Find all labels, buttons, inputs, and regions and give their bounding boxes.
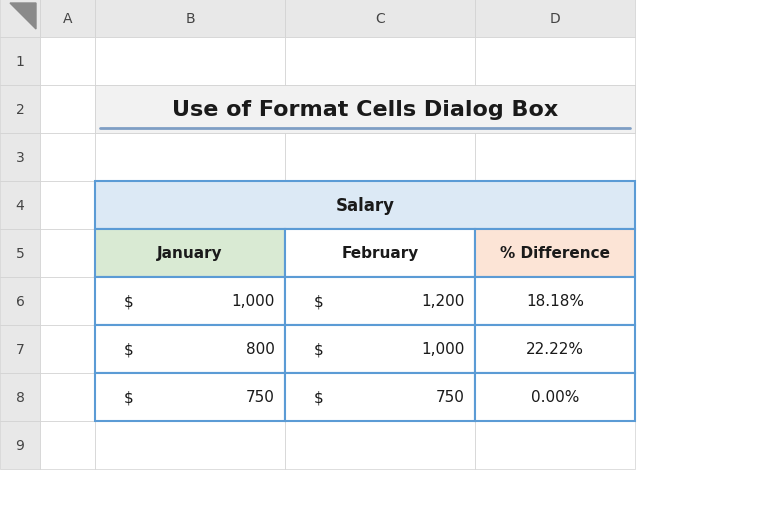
FancyBboxPatch shape [285, 325, 475, 373]
Text: 4: 4 [15, 199, 25, 213]
FancyBboxPatch shape [285, 134, 475, 182]
FancyBboxPatch shape [95, 230, 285, 277]
FancyBboxPatch shape [95, 325, 285, 373]
Text: 22.22%: 22.22% [526, 342, 584, 357]
FancyBboxPatch shape [40, 182, 95, 230]
FancyBboxPatch shape [95, 373, 285, 421]
FancyBboxPatch shape [0, 182, 40, 230]
FancyBboxPatch shape [475, 182, 635, 230]
FancyBboxPatch shape [95, 373, 285, 421]
Text: $: $ [123, 342, 133, 357]
FancyBboxPatch shape [40, 277, 95, 325]
FancyBboxPatch shape [475, 86, 635, 134]
FancyBboxPatch shape [475, 230, 635, 277]
Text: 1: 1 [15, 55, 25, 69]
Text: 1,000: 1,000 [232, 294, 275, 309]
Text: 8: 8 [15, 390, 25, 404]
Text: 9: 9 [15, 438, 25, 452]
FancyBboxPatch shape [475, 38, 635, 86]
Text: January: January [157, 246, 222, 261]
Text: C: C [375, 12, 385, 26]
FancyBboxPatch shape [285, 0, 475, 38]
FancyBboxPatch shape [0, 373, 40, 421]
FancyBboxPatch shape [95, 230, 285, 277]
Text: $: $ [123, 390, 133, 405]
Text: 750: 750 [436, 390, 465, 405]
FancyBboxPatch shape [285, 373, 475, 421]
FancyBboxPatch shape [95, 182, 285, 230]
Text: $: $ [123, 294, 133, 309]
FancyBboxPatch shape [95, 421, 285, 469]
FancyBboxPatch shape [475, 325, 635, 373]
FancyBboxPatch shape [95, 38, 285, 86]
FancyBboxPatch shape [95, 86, 635, 134]
FancyBboxPatch shape [285, 277, 475, 325]
Text: Salary: Salary [335, 196, 394, 215]
FancyBboxPatch shape [285, 325, 475, 373]
Text: February: February [341, 246, 419, 261]
FancyBboxPatch shape [285, 38, 475, 86]
FancyBboxPatch shape [0, 421, 40, 469]
Text: $: $ [314, 390, 323, 405]
FancyBboxPatch shape [95, 325, 285, 373]
Text: $: $ [314, 294, 323, 309]
FancyBboxPatch shape [285, 421, 475, 469]
Text: 1,200: 1,200 [422, 294, 465, 309]
FancyBboxPatch shape [40, 86, 95, 134]
Text: B: B [185, 12, 195, 26]
FancyBboxPatch shape [95, 134, 285, 182]
FancyBboxPatch shape [40, 134, 95, 182]
FancyBboxPatch shape [0, 86, 40, 134]
FancyBboxPatch shape [40, 38, 95, 86]
FancyBboxPatch shape [0, 134, 40, 182]
Text: 18.18%: 18.18% [526, 294, 584, 309]
FancyBboxPatch shape [40, 325, 95, 373]
Text: 3: 3 [15, 151, 25, 165]
FancyBboxPatch shape [475, 277, 635, 325]
FancyBboxPatch shape [95, 86, 285, 134]
FancyBboxPatch shape [475, 134, 635, 182]
Text: Use of Format Cells Dialog Box: Use of Format Cells Dialog Box [172, 100, 558, 120]
FancyBboxPatch shape [95, 0, 285, 38]
FancyBboxPatch shape [0, 325, 40, 373]
FancyBboxPatch shape [40, 230, 95, 277]
FancyBboxPatch shape [95, 277, 285, 325]
Text: 1,000: 1,000 [422, 342, 465, 357]
Text: 7: 7 [15, 343, 25, 356]
Text: 6: 6 [15, 294, 25, 308]
FancyBboxPatch shape [95, 277, 285, 325]
FancyBboxPatch shape [0, 38, 40, 86]
FancyBboxPatch shape [475, 373, 635, 421]
FancyBboxPatch shape [285, 86, 475, 134]
FancyBboxPatch shape [285, 182, 475, 230]
Polygon shape [10, 4, 36, 30]
Text: D: D [550, 12, 561, 26]
FancyBboxPatch shape [40, 373, 95, 421]
FancyBboxPatch shape [285, 373, 475, 421]
FancyBboxPatch shape [285, 277, 475, 325]
Text: 800: 800 [246, 342, 275, 357]
FancyBboxPatch shape [475, 421, 635, 469]
Text: A: A [63, 12, 72, 26]
Text: $: $ [314, 342, 323, 357]
FancyBboxPatch shape [475, 0, 635, 38]
FancyBboxPatch shape [475, 373, 635, 421]
FancyBboxPatch shape [0, 277, 40, 325]
Text: 750: 750 [246, 390, 275, 405]
FancyBboxPatch shape [0, 230, 40, 277]
FancyBboxPatch shape [475, 325, 635, 373]
FancyBboxPatch shape [95, 182, 635, 230]
Text: % Difference: % Difference [500, 246, 610, 261]
FancyBboxPatch shape [475, 277, 635, 325]
FancyBboxPatch shape [285, 230, 475, 277]
FancyBboxPatch shape [40, 0, 95, 38]
Text: 5: 5 [15, 246, 25, 261]
FancyBboxPatch shape [0, 0, 40, 38]
FancyBboxPatch shape [285, 230, 475, 277]
Text: 2: 2 [15, 103, 25, 117]
FancyBboxPatch shape [40, 421, 95, 469]
FancyBboxPatch shape [475, 230, 635, 277]
Text: 0.00%: 0.00% [531, 390, 579, 405]
